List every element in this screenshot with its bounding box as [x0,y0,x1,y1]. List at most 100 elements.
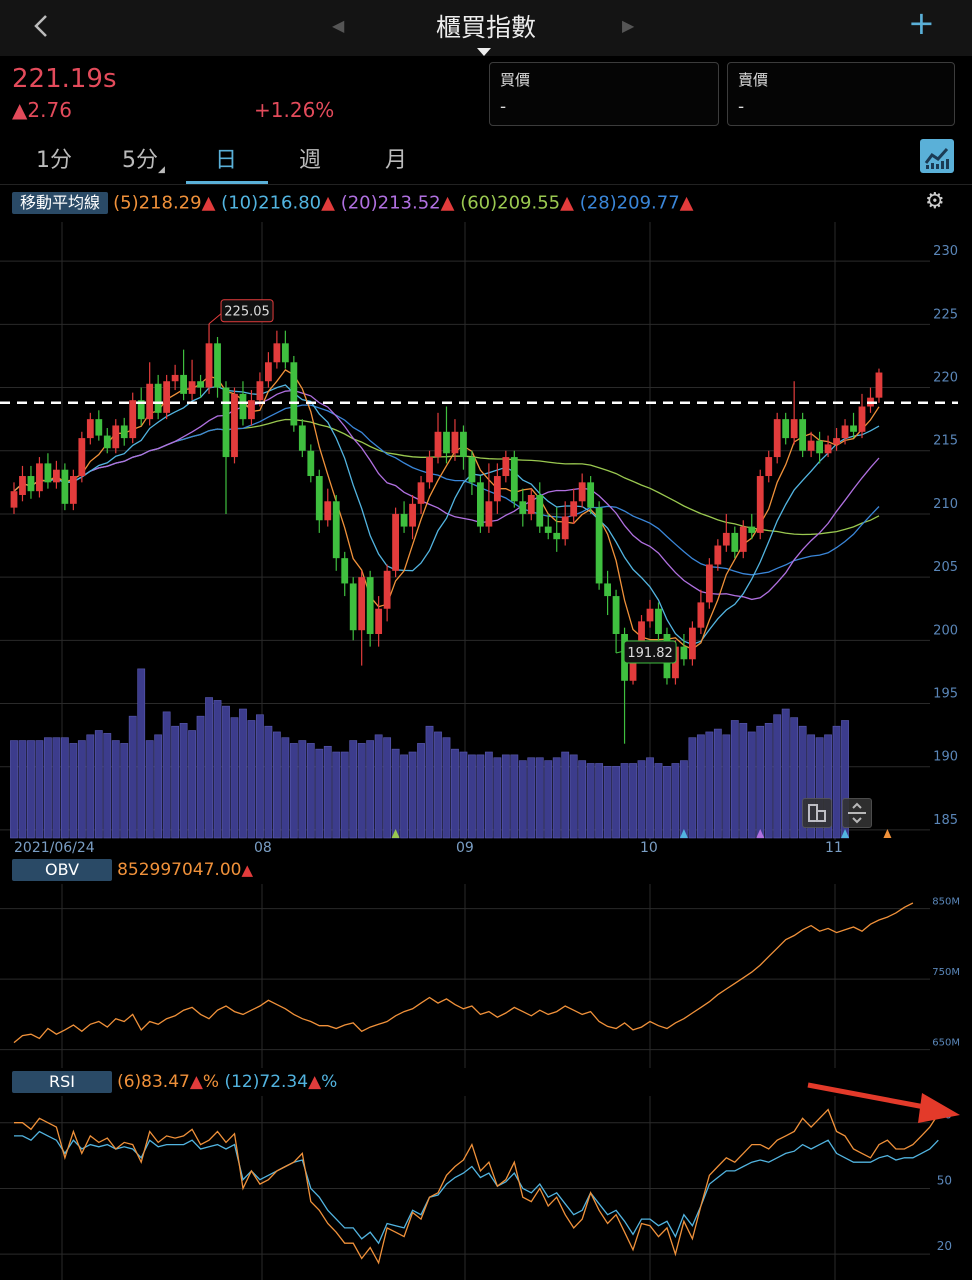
y-tick-label: 200 [933,623,958,638]
candle [112,419,120,454]
plus-icon[interactable]: + [908,4,935,42]
candle-body [833,438,840,445]
candle-body [248,400,255,420]
volume-bar [569,754,578,839]
obv-chart[interactable]: 850M 750M 650M [0,884,972,1068]
candle-body [10,491,18,508]
volume-bar [264,725,273,839]
candle-body [205,343,213,388]
tab-1min[interactable]: 1分 [36,148,72,173]
volume-bar [18,740,27,839]
title-dropdown-icon[interactable] [477,48,491,56]
volume-bar [35,740,44,839]
volume-bar [306,743,315,839]
volume-bar [340,751,349,839]
up-arrow-icon: ▲ [201,192,216,214]
resize-icon[interactable] [842,798,872,828]
candles [10,323,883,744]
prev-symbol-icon[interactable]: ◀ [332,16,345,35]
candle [163,374,171,420]
candle [197,374,204,398]
volume-bar [332,751,341,839]
rsi-chart[interactable]: 805020 [0,1096,972,1280]
obv-title[interactable]: OBV [12,859,112,881]
candle-body [103,435,111,449]
candle-body [807,440,815,451]
candle-body [595,507,603,584]
volume-bar [705,731,714,839]
candle [298,419,306,458]
candle [222,381,230,514]
volume-bar [417,743,425,839]
candle-body [409,503,416,527]
candle-body [502,457,510,477]
volume-bar [86,734,95,839]
candle-body [86,419,94,439]
volume-bar [603,766,612,839]
candle [680,634,688,666]
bid-box: 買價 - [489,62,719,126]
up-arrow-icon: ▲ [440,192,455,214]
candle-body [527,494,535,514]
signal-marker-icon [679,829,688,838]
bid-value: - [500,97,507,117]
tab-month[interactable]: 月 [385,148,408,173]
rsi12-label: (12)72.34 [224,1072,309,1092]
volume-bar [739,723,748,839]
candle-body [273,343,281,363]
volume-bar [713,728,722,839]
candle [69,469,77,511]
volume-bar [391,748,400,839]
candle [731,526,739,559]
volume-bar [764,723,773,839]
candle-body [214,343,221,388]
candle-body [154,383,162,413]
candle-body [281,343,289,363]
up-arrow-icon: ▲ [308,1072,322,1092]
signal-marker-icon [391,829,400,838]
volume-bar [722,734,731,839]
volume-bar [654,763,663,839]
ma-title[interactable]: 移動平均線 [12,192,109,214]
candle [544,513,552,540]
volume-bar [111,740,120,839]
candle-body [290,362,298,426]
candle-body [748,526,756,533]
next-symbol-icon[interactable]: ▶ [622,16,635,35]
candlestick-chart[interactable]: 225.05 191.82 230 225 220 215 210 205 200 195 190… [0,222,972,840]
candle [493,463,501,514]
candle [409,494,416,540]
candle [137,387,145,426]
volume-bar [400,754,408,839]
candle-body [544,526,552,533]
y-tick-label: 50 [937,1173,952,1187]
volume-bar [730,720,739,839]
candle-body [773,419,781,458]
candle [739,520,747,559]
candle [807,431,815,458]
tab-5min[interactable]: 5分 [122,148,158,173]
candle-body [27,476,35,492]
high-label-box [220,299,274,323]
candle-body [714,545,722,565]
chevron-left-icon[interactable] [30,8,54,51]
up-arrow-icon: ▲ [241,861,254,879]
candle-body [36,463,43,492]
chart-type-icon[interactable] [920,139,954,173]
volume-bar [629,763,637,839]
tab-day[interactable]: 日 [215,148,238,173]
main-yticks: 230 225 220 215 210 205 200 195 190 185 [933,244,958,828]
candle [833,428,840,451]
candle-body [731,532,739,552]
candle [468,450,476,495]
candle-body [858,406,866,432]
candle-body [53,469,60,483]
gear-icon[interactable]: ⚙ [925,189,945,214]
candle [460,425,467,470]
volume-bar [145,740,154,839]
ma-items: (5)218.29▲ (10)216.80▲ (20)213.52▲ (60)2… [113,193,693,214]
rsi-title[interactable]: RSI [12,1071,112,1093]
candle-body [722,532,730,546]
tab-week[interactable]: 週 [299,148,322,173]
split-view-icon[interactable] [802,798,832,828]
